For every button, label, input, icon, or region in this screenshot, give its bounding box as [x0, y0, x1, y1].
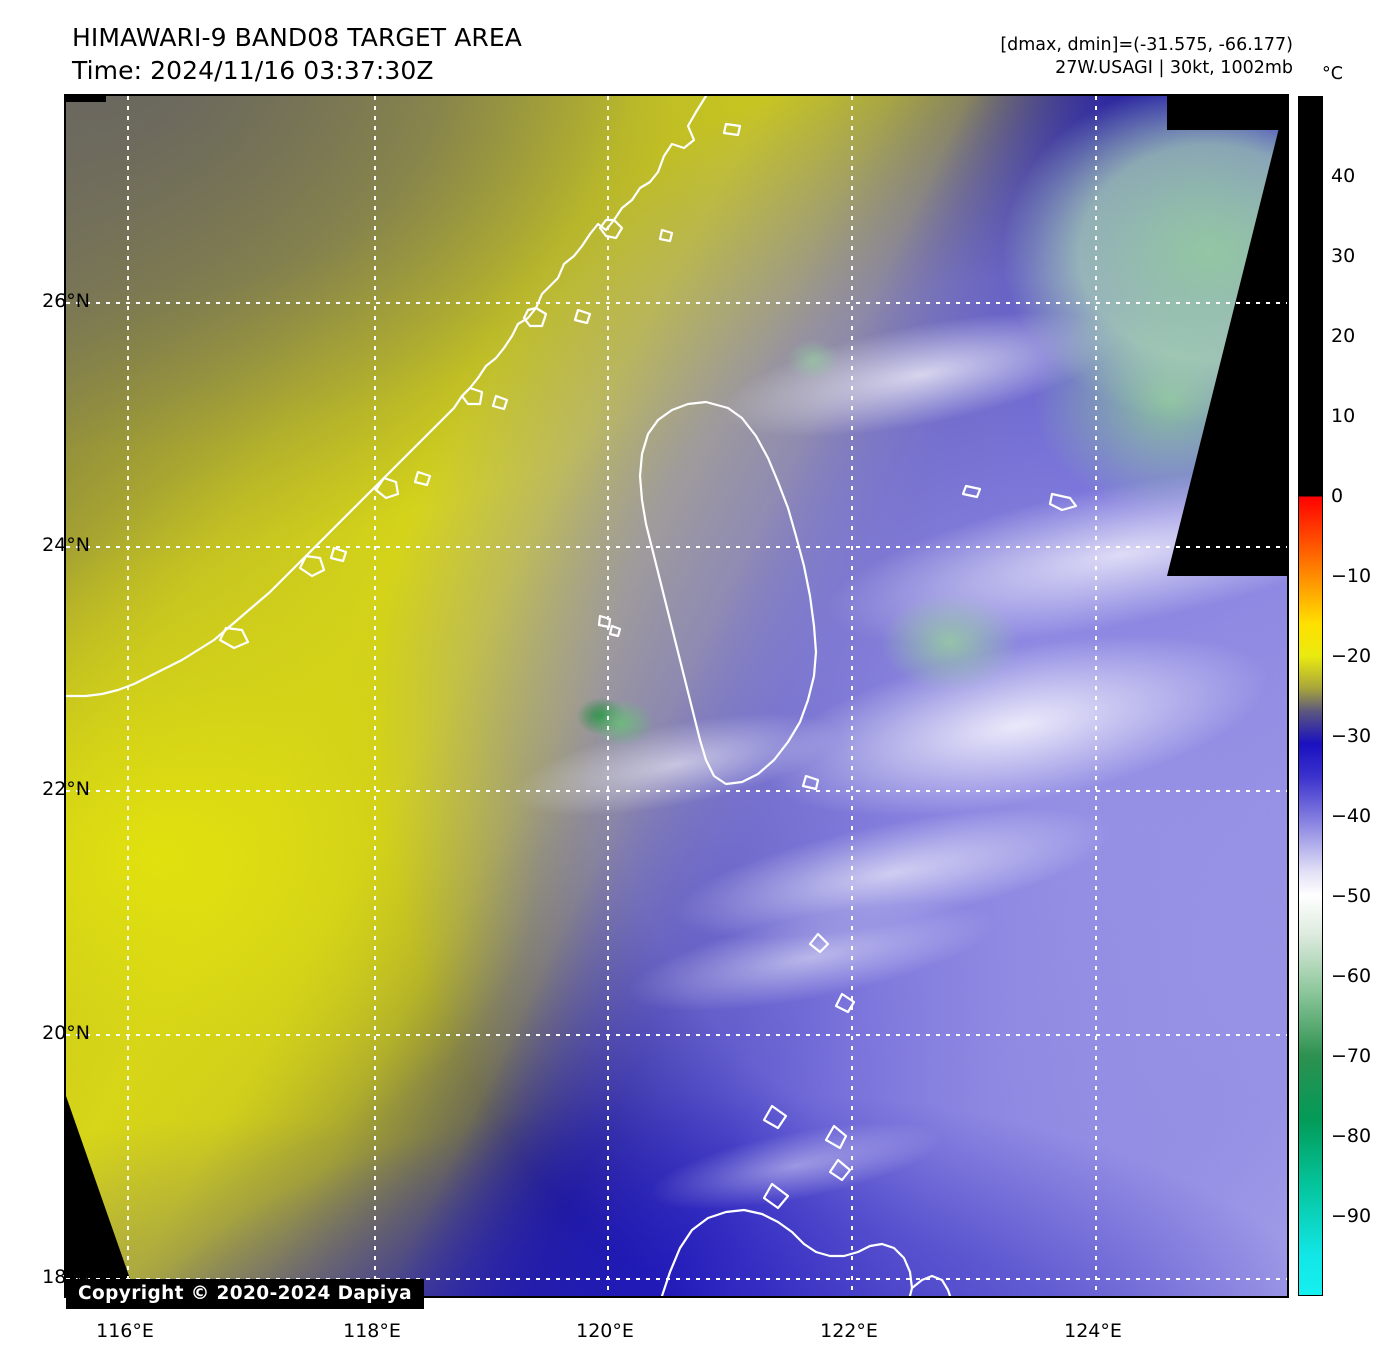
axis-label-lat-20: 20°N	[42, 1022, 90, 1044]
colorbar-tick-neg80: −80	[1331, 1125, 1372, 1147]
colorbar-tick-neg20: −20	[1331, 645, 1372, 667]
coastline-china-detail-f	[218, 626, 250, 650]
data-minmax-label: [dmax, dmin]=(-31.575, -66.177)	[1000, 35, 1293, 55]
colorbar-tick-40: 40	[1331, 165, 1356, 187]
coastline-islet-east-1	[961, 484, 982, 499]
colorbar-tick-10: 10	[1331, 405, 1356, 427]
coastline-china-detail-e	[298, 554, 326, 578]
coastline-china-detail-b	[522, 306, 548, 328]
coastline-islet-batanes-1	[801, 774, 820, 791]
coastline-china-detail-a	[598, 218, 624, 240]
colorbar-unit-label: °C	[1322, 64, 1343, 84]
coastline-luzon-east	[910, 1274, 952, 1296]
coastline-penghu-2	[608, 624, 622, 638]
raster-convective-tops	[66, 96, 1287, 1296]
copyright-banner: Copyright © 2020-2024 Dapiya	[66, 1279, 424, 1309]
coastline-islet-east-2	[1048, 492, 1078, 512]
coastline-islet-2	[573, 308, 592, 325]
colorbar-tick-neg10: −10	[1331, 565, 1372, 587]
coastline-china-detail-d	[374, 476, 400, 500]
coastline-islet-batanes-2	[808, 932, 830, 954]
coastline-islet-5	[329, 546, 348, 563]
storm-info-label: 27W.USAGI | 30kt, 1002mb	[1055, 58, 1293, 79]
colorbar-tick-30: 30	[1331, 245, 1356, 267]
coastline-islet-4	[413, 470, 432, 487]
metadata-block: [dmax, dmin]=(-31.575, -66.177) 27W.USAG…	[1000, 34, 1293, 81]
colorbar-tick-neg90: −90	[1331, 1205, 1372, 1227]
coastline-islet-batanes-6	[762, 1182, 790, 1210]
coastline-islet-1	[658, 228, 674, 243]
scan-clip-top-left	[66, 96, 106, 102]
axis-label-lat-24: 24°N	[42, 534, 90, 556]
colorbar-tick-neg40: −40	[1331, 805, 1372, 827]
coastline-islet-3	[491, 394, 509, 411]
axis-label-lat-26: 26°N	[42, 290, 90, 312]
colorbar-gradient	[1299, 97, 1322, 1295]
colorbar-tick-neg70: −70	[1331, 1045, 1372, 1067]
satellite-image-plot	[64, 94, 1289, 1298]
axis-label-lon-120: 120°E	[576, 1320, 634, 1342]
title-block: HIMAWARI-9 BAND08 TARGET AREA Time: 2024…	[72, 22, 522, 87]
colorbar-tick-20: 20	[1331, 325, 1356, 347]
coastline-penghu	[597, 614, 612, 629]
axis-label-lon-122: 122°E	[820, 1320, 878, 1342]
scan-clip-top-right	[1167, 96, 1287, 130]
coastline-islet-batanes-3	[834, 992, 856, 1014]
colorbar-tick-labels: 40 30 20 10 0 −10 −20 −30 −40 −50 −60 −70 −80 −90	[1331, 96, 1389, 1296]
coastline-china-mainland	[66, 96, 708, 698]
colorbar-tick-neg30: −30	[1331, 725, 1372, 747]
page-title: HIMAWARI-9 BAND08 TARGET AREA	[72, 23, 522, 52]
coastline-china-detail-c	[460, 386, 484, 406]
coastline-islet-batanes-7	[828, 1158, 852, 1182]
axis-label-lon-118: 118°E	[343, 1320, 401, 1342]
coastline-overlay	[66, 96, 1078, 1296]
colorbar-tick-0: 0	[1331, 485, 1344, 507]
coastline-islet-6	[722, 122, 742, 137]
colorbar-tick-neg50: −50	[1331, 885, 1372, 907]
coastline-islet-batanes-5	[824, 1124, 848, 1150]
timestamp-label: Time: 2024/11/16 03:37:30Z	[72, 55, 434, 85]
axis-label-lat-22: 22°N	[42, 778, 90, 800]
axis-label-lon-116: 116°E	[96, 1320, 154, 1342]
colorbar-tick-neg60: −60	[1331, 965, 1372, 987]
axis-label-lon-124: 124°E	[1064, 1320, 1122, 1342]
colorbar	[1298, 96, 1323, 1296]
coastline-islet-batanes-4	[762, 1104, 788, 1130]
coastline-taiwan	[638, 400, 818, 786]
brightness-temperature-raster	[66, 96, 1287, 1296]
coastline-luzon	[660, 1208, 914, 1296]
